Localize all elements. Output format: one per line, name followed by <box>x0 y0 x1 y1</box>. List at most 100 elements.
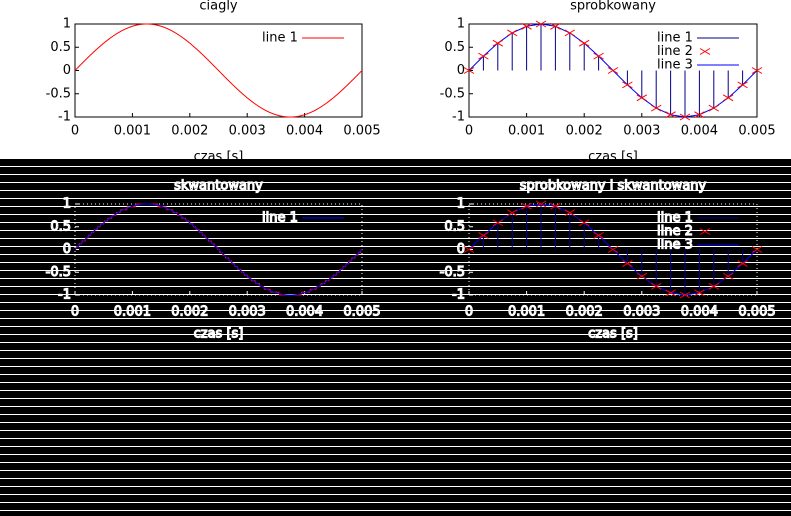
x-tick-label: 0.004 <box>286 305 323 320</box>
cross-marker <box>492 219 504 227</box>
chart-title: skwantowany <box>174 179 263 194</box>
x-tick-label: 0.003 <box>229 124 266 139</box>
y-tick-label: 0 <box>457 242 465 257</box>
cross-marker <box>550 22 561 30</box>
series-line-1 <box>74 23 363 118</box>
cross-marker <box>679 291 691 299</box>
series-line-1 <box>74 203 363 296</box>
x-tick-label: 0.005 <box>738 305 775 320</box>
x-tick-label: 0.005 <box>343 305 380 320</box>
x-tick-label: 0.005 <box>738 124 775 139</box>
y-tick-label: 1 <box>63 17 71 32</box>
x-tick-label: 0.002 <box>171 305 208 320</box>
x-tick-label: 0.001 <box>114 124 151 139</box>
cross-marker <box>492 39 504 47</box>
x-tick-label: 0 <box>71 305 79 320</box>
cross-marker <box>607 246 619 253</box>
cross-marker <box>521 22 532 30</box>
cross-marker <box>593 232 604 239</box>
x-tick-label: 0.002 <box>566 305 603 320</box>
cross-marker <box>722 94 734 102</box>
y-tick-label: 0 <box>63 242 71 257</box>
x-tick-label: 0 <box>71 124 79 139</box>
cross-marker <box>665 111 676 119</box>
legend-label: line 2 <box>657 224 693 239</box>
cross-marker <box>593 52 604 60</box>
cross-marker <box>506 209 518 217</box>
x-axis-label: czas [s] <box>588 327 638 342</box>
legend-label: line 1 <box>657 31 693 46</box>
y-tick-label: 0 <box>457 63 465 78</box>
x-tick-label: 0.002 <box>566 124 603 139</box>
cross-marker <box>737 260 748 267</box>
legend-label: line 1 <box>657 211 693 226</box>
cross-marker <box>679 113 691 121</box>
cross-marker <box>722 272 734 280</box>
x-tick-label: 0.004 <box>681 124 718 139</box>
x-tick-label: 0.001 <box>114 305 151 320</box>
cross-marker <box>564 29 576 37</box>
subplot-1: ciagly czas [s] 0 0.001 0.002 0.003 0.004 0.005… <box>46 0 381 165</box>
y-tick-label: -1 <box>452 110 465 125</box>
y-tick-label: -1 <box>58 110 71 125</box>
x-axis-label: czas [s] <box>588 150 638 165</box>
y-tick-label: 0.5 <box>50 40 71 55</box>
y-tick-label: 0 <box>63 63 71 78</box>
subplot-4: sprobkowany i skwantowany czas [s] 0 0.001 0… <box>439 178 776 342</box>
x-tick-label: 0.002 <box>171 124 208 139</box>
cross-marker <box>636 94 648 102</box>
chart-title: sprobkowany i skwantowany <box>520 179 707 194</box>
x-tick-label: 0 <box>465 124 473 139</box>
cross-marker <box>751 67 763 74</box>
x-axis-label: czas [s] <box>194 327 244 342</box>
cross-marker <box>694 111 705 119</box>
y-tick-label: 1 <box>63 197 71 212</box>
legend-label: line 1 <box>262 31 298 46</box>
y-tick-label: 0.5 <box>50 219 71 234</box>
cross-marker <box>564 209 576 217</box>
y-tick-label: -0.5 <box>440 265 465 280</box>
legend-label: line 1 <box>262 211 298 226</box>
cross-marker <box>535 20 547 28</box>
x-axis-label: czas [s] <box>194 150 244 165</box>
cross-marker <box>636 272 648 280</box>
y-tick-label: 0.5 <box>444 219 465 234</box>
x-tick-label: 0 <box>465 305 473 320</box>
chart-title: sprobkowany <box>570 0 656 14</box>
cross-marker <box>694 289 705 297</box>
cross-marker <box>521 202 532 210</box>
y-tick-label: -1 <box>452 288 465 303</box>
cross-marker <box>650 104 662 112</box>
cross-marker <box>607 67 619 74</box>
cross-marker <box>478 52 489 60</box>
y-tick-label: 1 <box>457 17 465 32</box>
y-tick-label: -1 <box>58 288 71 303</box>
legend-label: line 3 <box>657 58 693 73</box>
x-tick-label: 0.004 <box>681 305 718 320</box>
x-tick-label: 0.003 <box>229 305 266 320</box>
x-tick-label: 0.005 <box>343 124 380 139</box>
y-tick-label: -0.5 <box>46 86 71 101</box>
cross-marker <box>737 81 748 89</box>
cross-marker <box>708 104 720 112</box>
chart-title: ciagly <box>199 0 238 14</box>
subplot-3: skwantowany czas [s] 0 0.001 0.002 0.003 0.004… <box>45 178 381 342</box>
cross-marker <box>550 202 561 210</box>
y-tick-label: 1 <box>457 197 465 212</box>
cross-marker <box>650 282 662 290</box>
legend-cross-icon <box>699 48 711 55</box>
cross-marker <box>463 246 475 253</box>
x-tick-label: 0.001 <box>508 124 545 139</box>
cross-marker <box>622 260 633 267</box>
cross-marker <box>506 29 518 37</box>
x-tick-label: 0.003 <box>623 305 660 320</box>
cross-marker <box>665 289 676 297</box>
x-tick-label: 0.004 <box>286 124 323 139</box>
cross-marker <box>578 219 590 227</box>
x-tick-label: 0.001 <box>508 305 545 320</box>
x-tick-label: 0.003 <box>623 124 660 139</box>
subplot-2: sprobkowany czas [s] 0 0.001 0.002 0.003 0.004… <box>440 0 776 165</box>
cross-marker <box>622 81 633 89</box>
